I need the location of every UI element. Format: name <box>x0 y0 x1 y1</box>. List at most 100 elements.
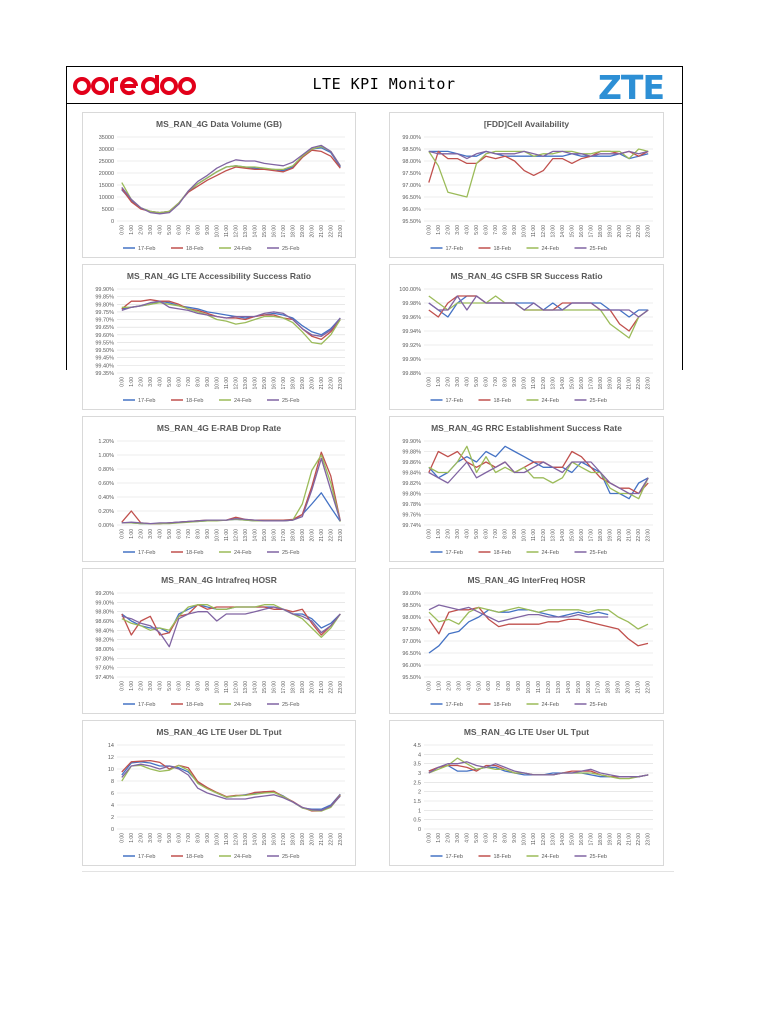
y-tick-label: 4 <box>111 803 114 809</box>
x-tick-label: 12:00 <box>541 225 547 238</box>
legend-label: 18-Feb <box>494 550 511 556</box>
x-tick-label: 19:00 <box>608 529 614 542</box>
x-tick-label: 10:00 <box>214 377 220 390</box>
y-tick-label: 3.5 <box>413 762 421 768</box>
x-tick-label: 12:00 <box>233 681 239 694</box>
x-tick-label: 6:00 <box>486 681 492 691</box>
x-tick-label: 14:00 <box>560 225 566 238</box>
legend-label: 17-Feb <box>446 702 463 708</box>
x-tick-label: 11:00 <box>224 833 230 845</box>
x-tick-label: 0:00 <box>119 377 125 387</box>
legend-label: 18-Feb <box>186 246 203 252</box>
x-tick-label: 10:00 <box>522 833 528 846</box>
legend-label: 24-Feb <box>234 398 251 404</box>
chart-panel-interfreq-hosr: MS_RAN_4G InterFreq HOSR 95.50% 96.00% 96.5… <box>389 568 664 714</box>
x-tick-label: 1:00 <box>129 681 135 691</box>
page-title: LTE KPI Monitor <box>312 75 456 93</box>
legend-label: 25-Feb <box>282 702 299 708</box>
x-tick-label: 10:00 <box>522 529 528 542</box>
x-tick-label: 23:00 <box>646 833 652 846</box>
x-tick-label: 8:00 <box>503 225 509 235</box>
y-tick-label: 99.00% <box>95 600 114 606</box>
x-tick-label: 9:00 <box>512 529 518 539</box>
x-tick-label: 16:00 <box>579 833 585 846</box>
x-tick-label: 17:00 <box>588 225 594 238</box>
x-tick-label: 21:00 <box>319 529 325 542</box>
x-tick-label: 4:00 <box>157 377 163 387</box>
x-tick-label: 11:00 <box>531 225 537 237</box>
y-tick-label: 1 <box>418 808 421 814</box>
x-tick-label: 22:00 <box>646 681 652 694</box>
bottom-divider <box>82 871 674 872</box>
y-tick-label: 0 <box>418 827 421 833</box>
x-tick-label: 3:00 <box>148 225 154 235</box>
x-tick-label: 19:00 <box>608 225 614 238</box>
x-tick-label: 4:00 <box>464 529 470 539</box>
chart-csfb: MS_RAN_4G CSFB SR Success Ratio 99.88% 99.… <box>399 271 653 404</box>
legend-label: 18-Feb <box>186 702 203 708</box>
x-tick-label: 7:00 <box>186 225 192 235</box>
x-tick-label: 10:00 <box>214 225 220 238</box>
y-tick-label: 97.50% <box>402 627 421 633</box>
x-tick-label: 1:00 <box>436 833 442 843</box>
x-tick-label: 19:00 <box>300 225 306 238</box>
legend-label: 17-Feb <box>446 246 463 252</box>
y-tick-label: 30000 <box>99 147 114 153</box>
x-tick-label: 8:00 <box>506 681 512 691</box>
legend-label: 24-Feb <box>234 550 251 556</box>
y-tick-label: 98.00% <box>402 159 421 165</box>
y-tick-label: 99.65% <box>95 325 114 331</box>
x-tick-label: 20:00 <box>309 681 315 694</box>
x-tick-label: 19:00 <box>608 833 614 846</box>
chart-title: MS_RAN_4G E-RAB Drop Rate <box>157 423 281 433</box>
legend-label: 18-Feb <box>186 398 203 404</box>
legend-label: 25-Feb <box>590 854 607 860</box>
x-tick-label: 12:00 <box>233 833 239 846</box>
y-tick-label: 99.92% <box>402 343 421 349</box>
legend-label: 17-Feb <box>446 398 463 404</box>
x-tick-label: 16:00 <box>271 529 277 542</box>
x-tick-label: 11:00 <box>224 377 230 389</box>
x-tick-label: 23:00 <box>338 529 344 542</box>
y-tick-label: 1.20% <box>98 439 114 445</box>
x-tick-label: 17:00 <box>281 833 287 846</box>
frame-right-border <box>682 104 683 370</box>
x-tick-label: 4:00 <box>157 529 163 539</box>
y-tick-label: 98.50% <box>402 147 421 153</box>
y-tick-label: 0.60% <box>98 481 114 487</box>
y-tick-label: 1.5 <box>413 799 421 805</box>
x-tick-label: 22:00 <box>328 833 334 846</box>
x-tick-label: 23:00 <box>338 377 344 390</box>
x-tick-label: 8:00 <box>195 529 201 539</box>
x-tick-label: 20:00 <box>617 529 623 542</box>
x-tick-label: 18:00 <box>606 681 612 694</box>
legend-label: 17-Feb <box>138 854 155 860</box>
chart-title: [FDD]Cell Availability <box>484 119 570 129</box>
y-tick-label: 99.35% <box>95 371 114 377</box>
x-tick-label: 2:00 <box>445 225 451 235</box>
x-tick-label: 2:00 <box>446 681 452 691</box>
x-tick-label: 16:00 <box>271 225 277 238</box>
chart-title: MS_RAN_4G RRC Establishment Success Rate <box>431 423 622 433</box>
y-tick-label: 35000 <box>99 135 114 141</box>
x-tick-label: 6:00 <box>176 833 182 843</box>
x-tick-label: 18:00 <box>290 529 296 542</box>
frame-left-border <box>66 104 67 370</box>
y-tick-label: 98.20% <box>95 638 114 644</box>
x-tick-label: 12:00 <box>541 529 547 542</box>
y-tick-label: 96.00% <box>402 663 421 669</box>
x-tick-label: 14:00 <box>560 377 566 390</box>
chart-title: MS_RAN_4G Intrafreq HOSR <box>161 575 277 585</box>
x-tick-label: 5:00 <box>167 225 173 235</box>
x-tick-label: 8:00 <box>195 377 201 387</box>
y-tick-label: 0.00% <box>98 523 114 529</box>
x-tick-label: 14:00 <box>252 377 258 390</box>
y-tick-label: 99.84% <box>402 471 421 477</box>
x-tick-label: 16:00 <box>579 225 585 238</box>
x-tick-label: 13:00 <box>243 833 249 846</box>
legend-label: 24-Feb <box>542 246 559 252</box>
legend-label: 25-Feb <box>282 246 299 252</box>
chart-panel-dl-tput: MS_RAN_4G LTE User DL Tput 0 2 4 6 8 10 12 14 0:0… <box>82 720 356 866</box>
chart-panel-erab-drop: MS_RAN_4G E-RAB Drop Rate 0.00% 0.20% 0.40%… <box>82 416 356 562</box>
y-tick-label: 8 <box>111 779 114 785</box>
